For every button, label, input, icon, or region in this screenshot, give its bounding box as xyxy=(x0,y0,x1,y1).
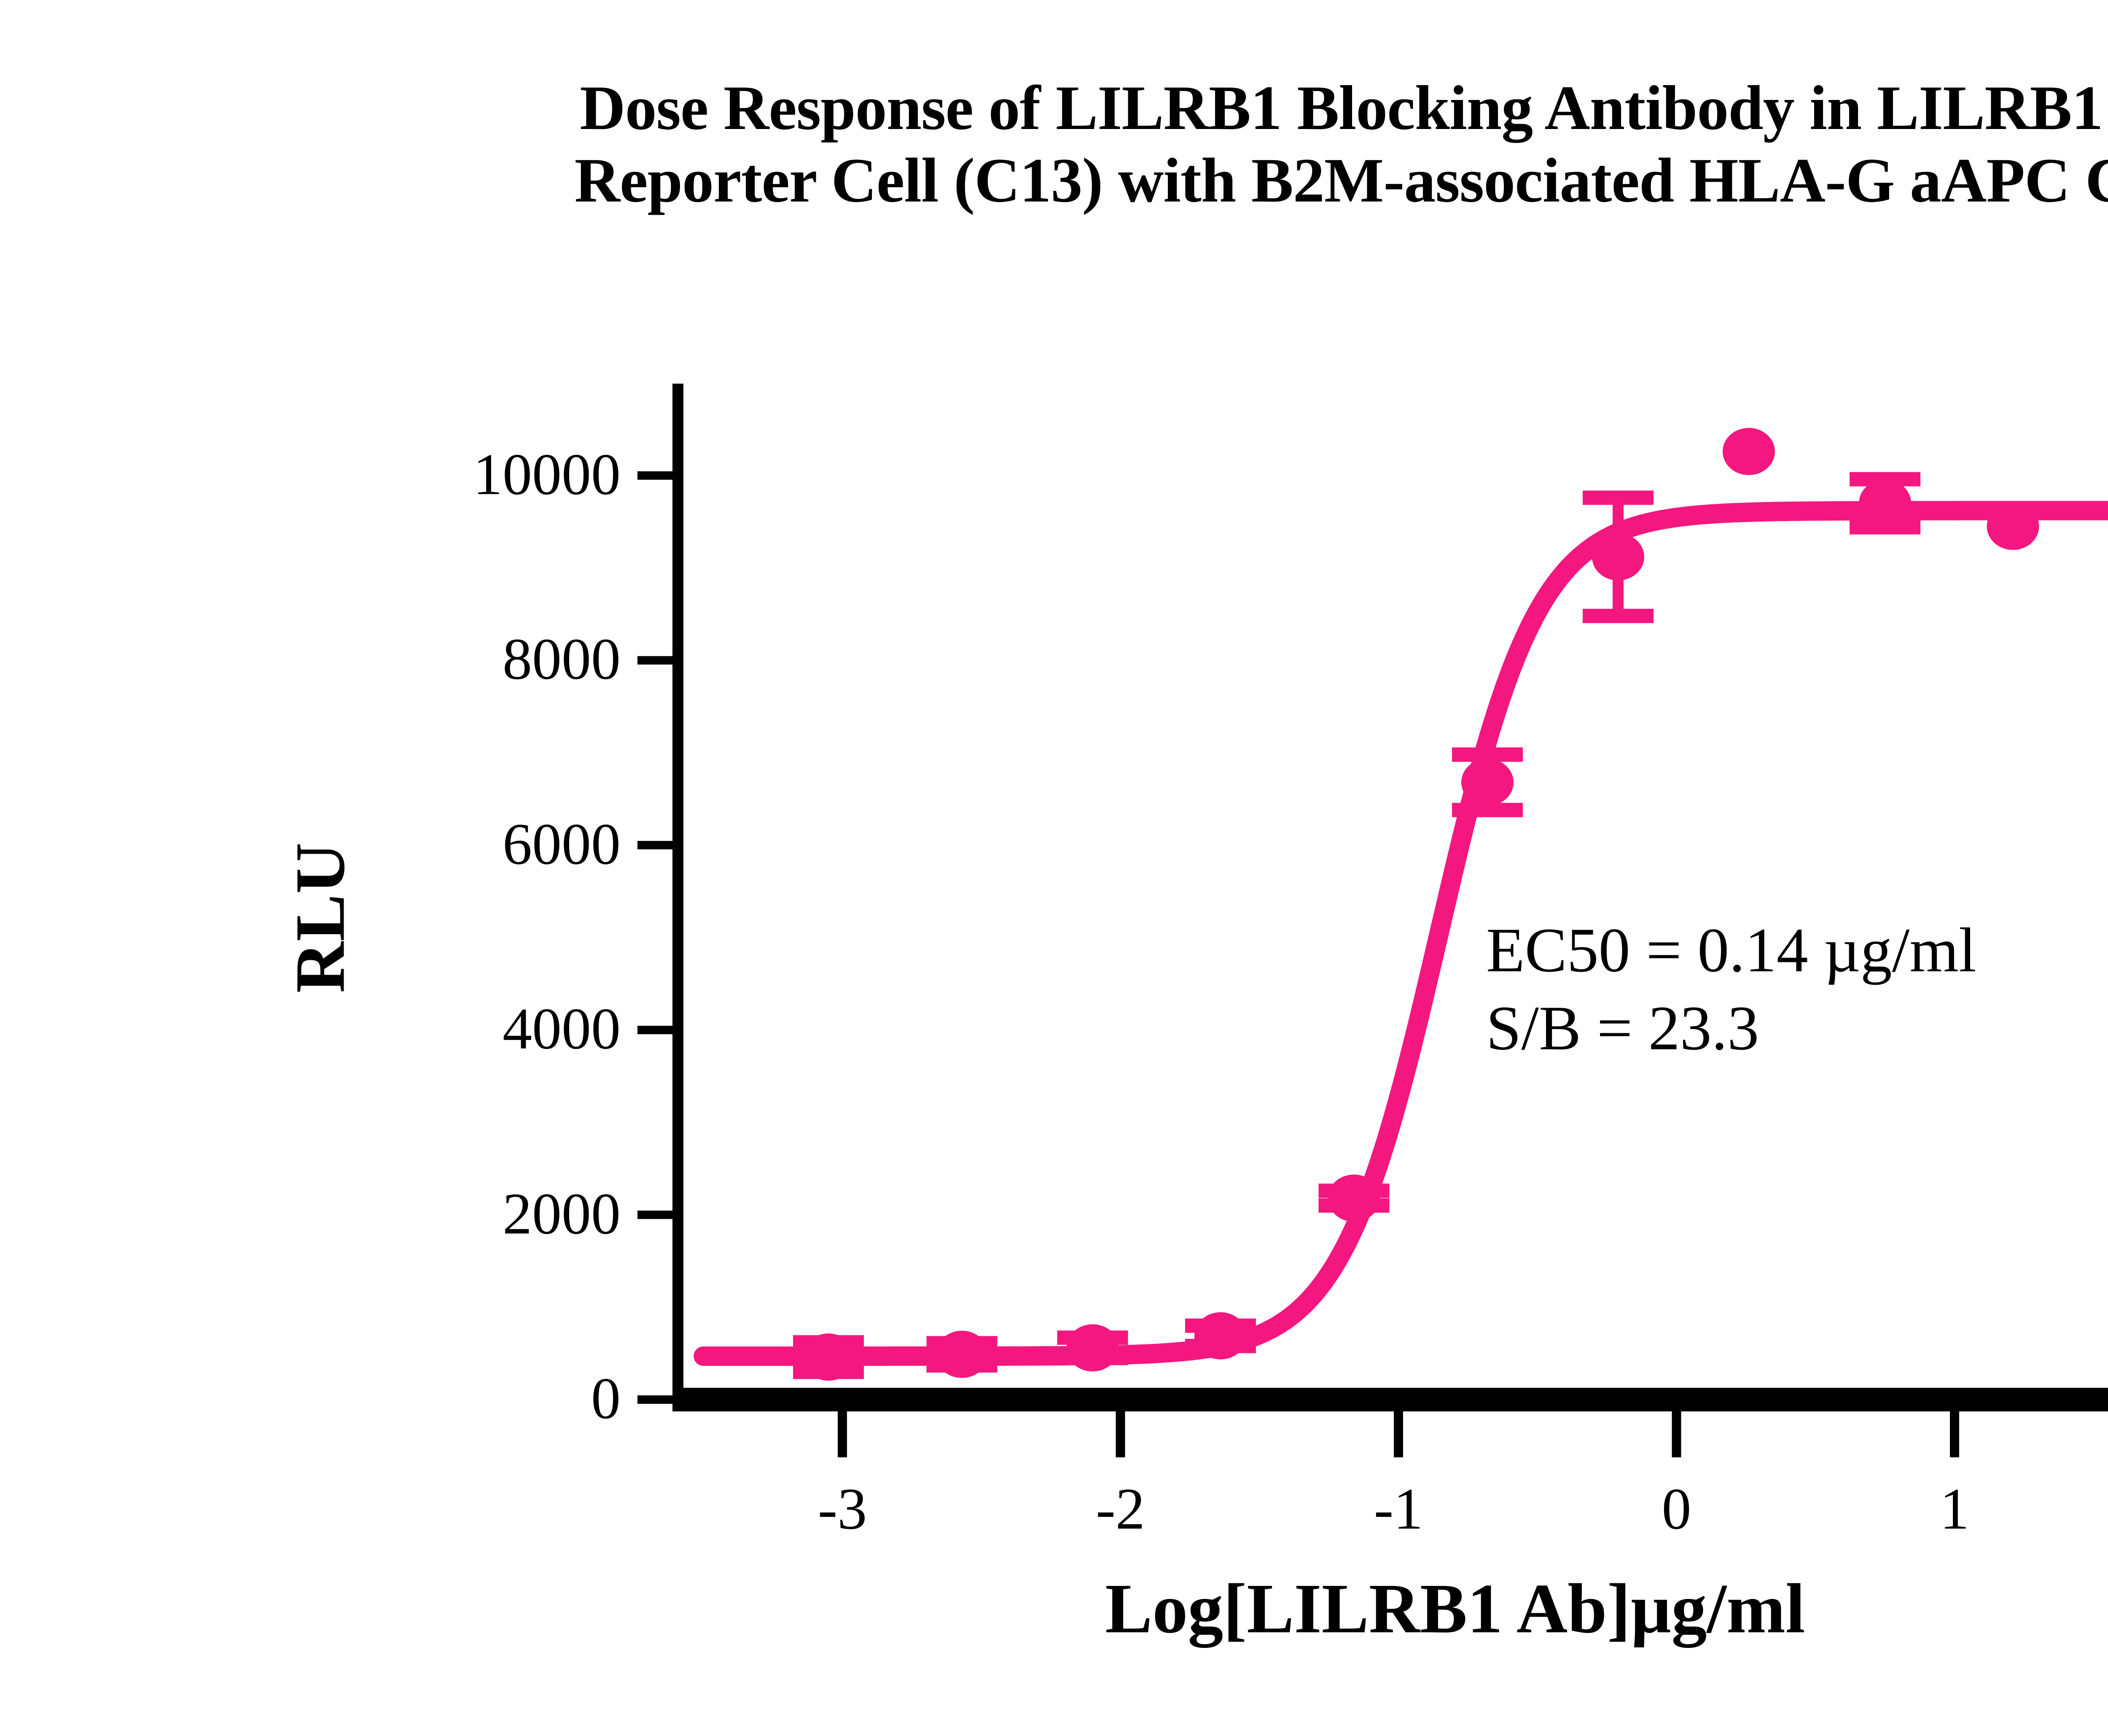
annotation-signal-background: S/B = 23.3 xyxy=(1486,993,1759,1063)
y-tick-label-8000: 8000 xyxy=(503,626,621,692)
annotation-ec50: EC50 = 0.14 µg/ml xyxy=(1486,915,1976,985)
title-line-2: Reporter Cell (C13) with B2M-associated … xyxy=(574,145,2108,215)
data-point-marker xyxy=(1461,758,1514,806)
y-tick-label-0: 0 xyxy=(591,1366,621,1431)
x-tick-label-1: 1 xyxy=(1940,1476,1969,1542)
y-axis-title: RLU xyxy=(281,842,360,993)
data-point-marker xyxy=(936,1330,988,1378)
page-title: Dose Response of LILRB1 Blocking Antibod… xyxy=(0,72,2108,217)
data-point-marker xyxy=(1987,503,2039,550)
data-point-marker xyxy=(1066,1324,1119,1372)
y-tick-label-10000: 10000 xyxy=(473,442,621,507)
x-axis-title: Log[LILRB1 Ab]µg/ml xyxy=(1105,1569,1805,1648)
axis-lines xyxy=(672,384,2108,1411)
y-tick-label-2000: 2000 xyxy=(503,1181,621,1247)
data-point-marker xyxy=(1194,1312,1247,1360)
x-tick-label-minus2: -2 xyxy=(1096,1476,1145,1542)
data-point-marker xyxy=(1592,533,1645,580)
data-markers xyxy=(802,428,2039,1381)
data-point-marker xyxy=(1859,479,1912,527)
axis-ticks xyxy=(637,471,1959,1457)
y-tick-label-6000: 6000 xyxy=(503,811,621,877)
data-point-marker xyxy=(1328,1174,1380,1222)
data-point-marker xyxy=(802,1333,855,1381)
y-tick-label-4000: 4000 xyxy=(503,996,621,1062)
x-tick-label-minus3: -3 xyxy=(817,1476,867,1542)
title-line-1: Dose Response of LILRB1 Blocking Antibod… xyxy=(580,73,2108,143)
x-tick-label-0: 0 xyxy=(1662,1476,1691,1542)
data-point-marker xyxy=(1722,428,1775,476)
x-tick-label-minus1: -1 xyxy=(1374,1476,1423,1542)
